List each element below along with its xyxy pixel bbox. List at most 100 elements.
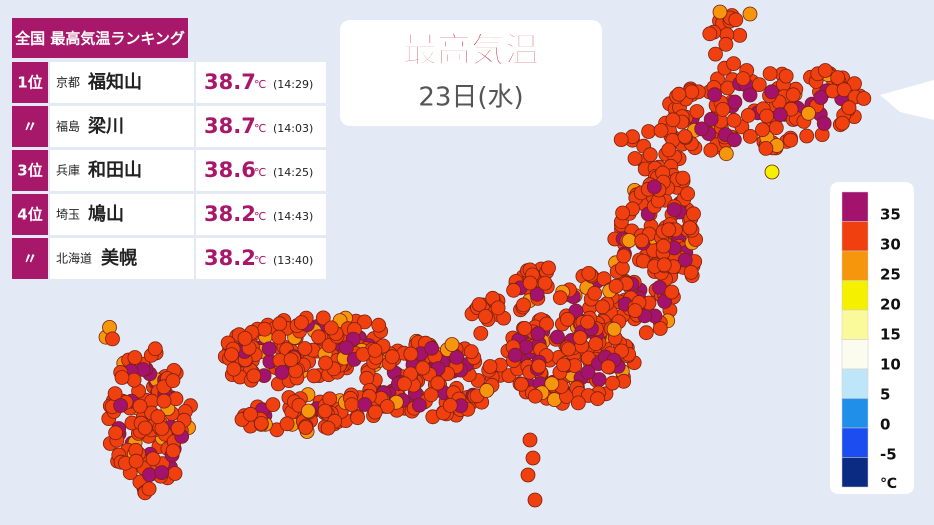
station-dot — [279, 416, 295, 432]
station-dot — [544, 376, 560, 392]
legend-swatch — [841, 368, 869, 399]
temperature: 38.7 — [204, 114, 256, 138]
rank: 3位 — [17, 162, 42, 180]
date: 23日(水) — [418, 83, 523, 113]
station-dot — [154, 465, 170, 481]
station-dot — [357, 314, 373, 330]
station-dot — [613, 132, 629, 148]
time: (14:03) — [273, 122, 313, 135]
station-dot — [338, 340, 354, 356]
station-dot — [732, 28, 748, 43]
station-dot — [108, 425, 123, 441]
place: 美幌 — [101, 247, 137, 269]
station-dot — [113, 398, 128, 413]
station-dot — [666, 202, 682, 218]
time: (14:25) — [273, 166, 313, 179]
station-dot — [580, 314, 595, 330]
station-dot — [652, 280, 667, 295]
station-dot — [478, 308, 493, 324]
station-dot — [105, 331, 120, 347]
station-dot — [762, 66, 778, 81]
legend-swatch — [841, 280, 869, 311]
station-dot — [541, 260, 556, 276]
station-dot — [671, 86, 687, 102]
station-dot — [506, 282, 521, 298]
station-dot — [783, 132, 798, 148]
station-dot — [656, 257, 672, 273]
station-dot — [520, 467, 536, 483]
station-dot — [682, 220, 698, 236]
legend-swatch — [841, 309, 869, 340]
station-dot — [556, 357, 571, 373]
rank: 4位 — [17, 206, 42, 224]
ranking-header — [12, 18, 188, 58]
station-dot — [274, 364, 290, 380]
station-dot — [726, 56, 741, 71]
station-dot — [702, 26, 718, 42]
title: 最高気温 — [403, 31, 539, 71]
station-dot — [817, 63, 833, 78]
station-dot — [703, 111, 719, 127]
rank: 〃 — [22, 250, 37, 268]
place: 鳩山 — [88, 203, 124, 225]
station-dot — [147, 341, 163, 357]
station-dot — [357, 397, 373, 412]
station-dot — [742, 87, 758, 103]
station-dot — [323, 320, 339, 336]
station-dot — [527, 492, 543, 508]
station-dot — [306, 368, 322, 384]
station-dot — [473, 325, 489, 341]
station-dot — [735, 71, 751, 86]
station-dot — [237, 330, 253, 346]
station-dot — [755, 122, 770, 138]
time: (13:40) — [273, 254, 313, 267]
station-dot — [156, 393, 172, 409]
station-dot — [317, 403, 333, 419]
station-dot — [694, 121, 710, 137]
prefecture: 兵庫 — [56, 164, 80, 178]
station-dot — [740, 108, 756, 123]
station-dot — [530, 326, 546, 342]
station-dot — [708, 46, 723, 62]
station-dot — [856, 91, 872, 106]
sakhalin-land — [880, 80, 934, 120]
temperature: 38.7 — [204, 70, 256, 94]
title-card — [340, 20, 602, 126]
station-dot — [615, 260, 630, 276]
station-dot — [570, 395, 586, 411]
station-dot — [132, 398, 148, 414]
station-dot — [616, 248, 632, 264]
temp-cell — [196, 106, 326, 147]
temperature: 38.2 — [204, 246, 256, 270]
station-dot — [224, 347, 239, 363]
station-dot — [463, 344, 479, 360]
station-dot — [595, 299, 610, 315]
rank-cell — [12, 194, 48, 235]
station-dot — [243, 406, 258, 422]
station-dot — [665, 112, 681, 128]
time: (14:43) — [273, 210, 313, 223]
station-dot — [778, 68, 794, 84]
station-dot — [683, 264, 699, 280]
station-dot — [634, 233, 650, 249]
station-dot — [529, 286, 545, 302]
station-dot — [758, 140, 774, 156]
temperature: 38.6 — [204, 158, 256, 182]
station-dot — [638, 325, 654, 341]
station-dot — [799, 128, 815, 144]
station-dot — [479, 383, 495, 398]
legend-label: 35 — [880, 206, 901, 224]
station-dot — [801, 105, 816, 121]
station-dot — [430, 375, 446, 391]
station-dot — [272, 316, 288, 332]
station-dot — [689, 104, 705, 119]
station-dot — [142, 467, 157, 483]
legend-swatch — [841, 191, 869, 222]
station-dot — [661, 142, 677, 158]
station-dot — [522, 432, 538, 448]
station-dot — [367, 342, 383, 358]
legend-label: -5 — [880, 446, 897, 464]
station-dot — [707, 87, 722, 103]
station-dot — [150, 409, 166, 425]
